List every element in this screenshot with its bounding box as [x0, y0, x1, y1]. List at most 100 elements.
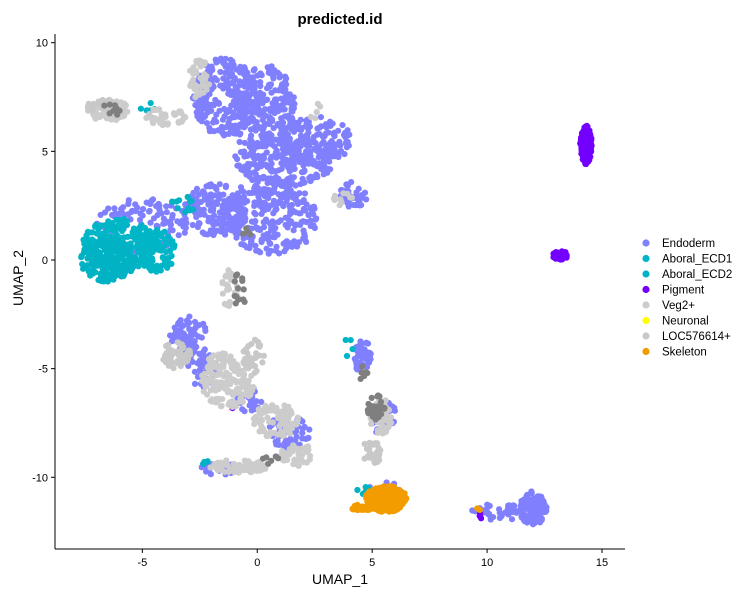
data-point	[239, 406, 246, 413]
data-point	[228, 221, 235, 228]
data-point	[270, 429, 277, 437]
data-point	[222, 184, 229, 191]
data-point	[118, 226, 125, 233]
data-point	[230, 467, 237, 474]
x-axis-title: UMAP_1	[312, 571, 368, 587]
data-point	[247, 397, 254, 404]
data-point	[255, 248, 262, 255]
data-point	[300, 205, 307, 213]
data-point	[101, 236, 108, 243]
data-point	[266, 114, 273, 121]
data-point	[302, 236, 309, 243]
data-point	[327, 118, 334, 125]
data-point	[110, 276, 117, 283]
data-point	[272, 247, 279, 254]
data-point	[270, 228, 277, 235]
data-point	[171, 111, 178, 118]
data-point	[280, 240, 287, 247]
data-point	[296, 190, 303, 197]
data-point	[282, 78, 289, 85]
data-point	[225, 90, 232, 97]
data-point	[374, 488, 381, 495]
data-point	[202, 83, 209, 90]
data-point	[203, 468, 210, 475]
data-point	[248, 145, 255, 152]
data-point	[189, 221, 196, 229]
data-point	[185, 340, 192, 347]
data-point	[241, 153, 248, 160]
data-point	[190, 329, 197, 336]
data-point	[342, 336, 349, 344]
data-point	[182, 209, 189, 216]
data-point	[119, 268, 126, 275]
data-point	[280, 132, 287, 139]
data-point	[251, 336, 259, 343]
data-point	[270, 125, 277, 132]
data-point	[107, 247, 114, 254]
data-point	[213, 199, 221, 206]
data-point	[298, 124, 306, 132]
axes: -5 0 5 10 15 -10 -5 0 5 10	[32, 34, 625, 569]
data-point	[279, 101, 287, 108]
data-point	[275, 176, 282, 183]
data-point	[246, 465, 253, 472]
data-point	[240, 374, 247, 381]
legend-label: Neuronal	[662, 316, 709, 328]
data-point	[327, 166, 334, 173]
data-point	[247, 79, 254, 86]
data-point	[99, 258, 106, 265]
data-point	[332, 153, 339, 160]
data-point	[199, 97, 206, 104]
data-point	[313, 215, 320, 222]
data-point	[282, 423, 289, 430]
data-point	[219, 208, 226, 215]
data-point	[102, 267, 110, 274]
data-point	[533, 506, 541, 513]
data-point	[541, 508, 548, 515]
data-point	[253, 184, 260, 191]
data-point	[223, 84, 230, 91]
data-point	[307, 217, 314, 224]
data-point	[354, 363, 361, 370]
data-point	[272, 168, 279, 175]
data-point	[280, 161, 287, 168]
data-point	[281, 248, 288, 255]
data-point	[266, 130, 273, 137]
data-point	[224, 208, 231, 215]
data-point	[112, 210, 119, 217]
data-point	[306, 426, 313, 433]
x-tick-label: 15	[596, 557, 608, 569]
data-point	[155, 200, 162, 208]
data-point	[120, 204, 127, 211]
data-point	[276, 87, 283, 94]
data-point	[260, 232, 267, 239]
data-point	[273, 441, 280, 448]
data-point	[577, 139, 584, 146]
data-point	[96, 249, 103, 256]
data-point	[221, 198, 228, 205]
data-point	[296, 158, 303, 165]
data-point	[80, 265, 87, 272]
data-point	[216, 215, 223, 222]
data-point	[303, 201, 310, 208]
legend-swatch	[642, 332, 650, 340]
data-point	[243, 225, 250, 232]
data-point	[379, 429, 386, 436]
data-point	[103, 115, 110, 122]
data-point	[241, 106, 249, 113]
data-point	[288, 163, 295, 170]
data-point	[369, 454, 376, 461]
data-point	[203, 183, 210, 190]
legend-item: LOC576614+	[642, 331, 731, 343]
series-unlabeled-8	[101, 101, 388, 467]
y-tick-label: -10	[32, 472, 48, 484]
data-point	[214, 227, 221, 234]
data-point	[331, 197, 338, 204]
data-point	[160, 215, 167, 222]
data-point	[511, 502, 518, 509]
data-point	[266, 120, 273, 128]
data-point	[363, 492, 370, 500]
data-point	[261, 187, 268, 194]
data-point	[161, 220, 168, 227]
